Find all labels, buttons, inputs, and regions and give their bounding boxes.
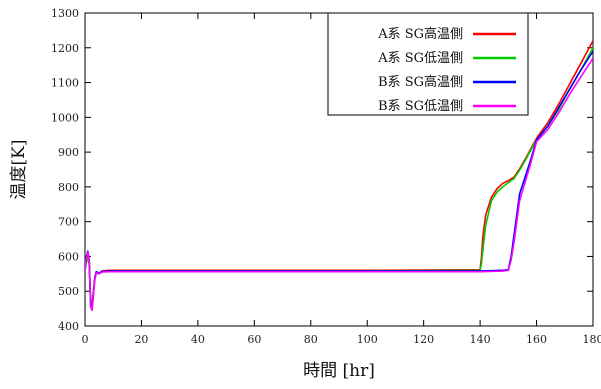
x-axis-label: 時間 [hr] [303, 361, 375, 381]
y-tick-label: 500 [58, 285, 79, 298]
y-tick-label: 1100 [51, 77, 79, 90]
legend-entry-label: B系 SG高温側 [378, 74, 463, 90]
x-tick-label: 100 [357, 333, 378, 346]
y-tick-label: 700 [58, 216, 79, 229]
x-tick-label: 0 [82, 333, 89, 346]
x-tick-label: 120 [413, 333, 434, 346]
x-tick-label: 60 [247, 333, 261, 346]
legend-entry-label: B系 SG低温側 [378, 99, 463, 114]
y-tick-label: 1200 [51, 42, 79, 55]
legend-entry-label: A系 SG高温側 [377, 26, 463, 42]
legend: A系 SG高温側 A系 SG低温側 B系 SG高温側 B系 SG低温側 [327, 12, 529, 116]
y-tick-label: 800 [58, 181, 79, 194]
legend-box [327, 12, 529, 116]
y-axis: 400 500 600 700 800 900 1000 1100 1200 1300 [51, 7, 593, 333]
x-tick-label: 20 [134, 333, 148, 346]
x-tick-label: 40 [191, 333, 205, 346]
series-line-4 [85, 57, 593, 312]
y-axis-label: 温度[K] [9, 140, 29, 200]
x-tick-label: 180 [583, 333, 601, 346]
x-tick-label: 140 [470, 333, 491, 346]
x-axis: 0 20 40 60 80 100 120 140 160 180 [82, 13, 601, 346]
legend-entry-label: A系 SG低温側 [377, 51, 463, 66]
y-tick-label: 1000 [51, 111, 79, 124]
y-tick-label: 600 [58, 250, 79, 263]
y-tick-label: 900 [58, 146, 79, 159]
y-tick-label: 1300 [51, 7, 79, 20]
x-tick-label: 160 [526, 333, 547, 346]
series-lines [85, 40, 593, 312]
x-tick-label: 80 [304, 333, 318, 346]
y-tick-label: 400 [58, 320, 79, 333]
